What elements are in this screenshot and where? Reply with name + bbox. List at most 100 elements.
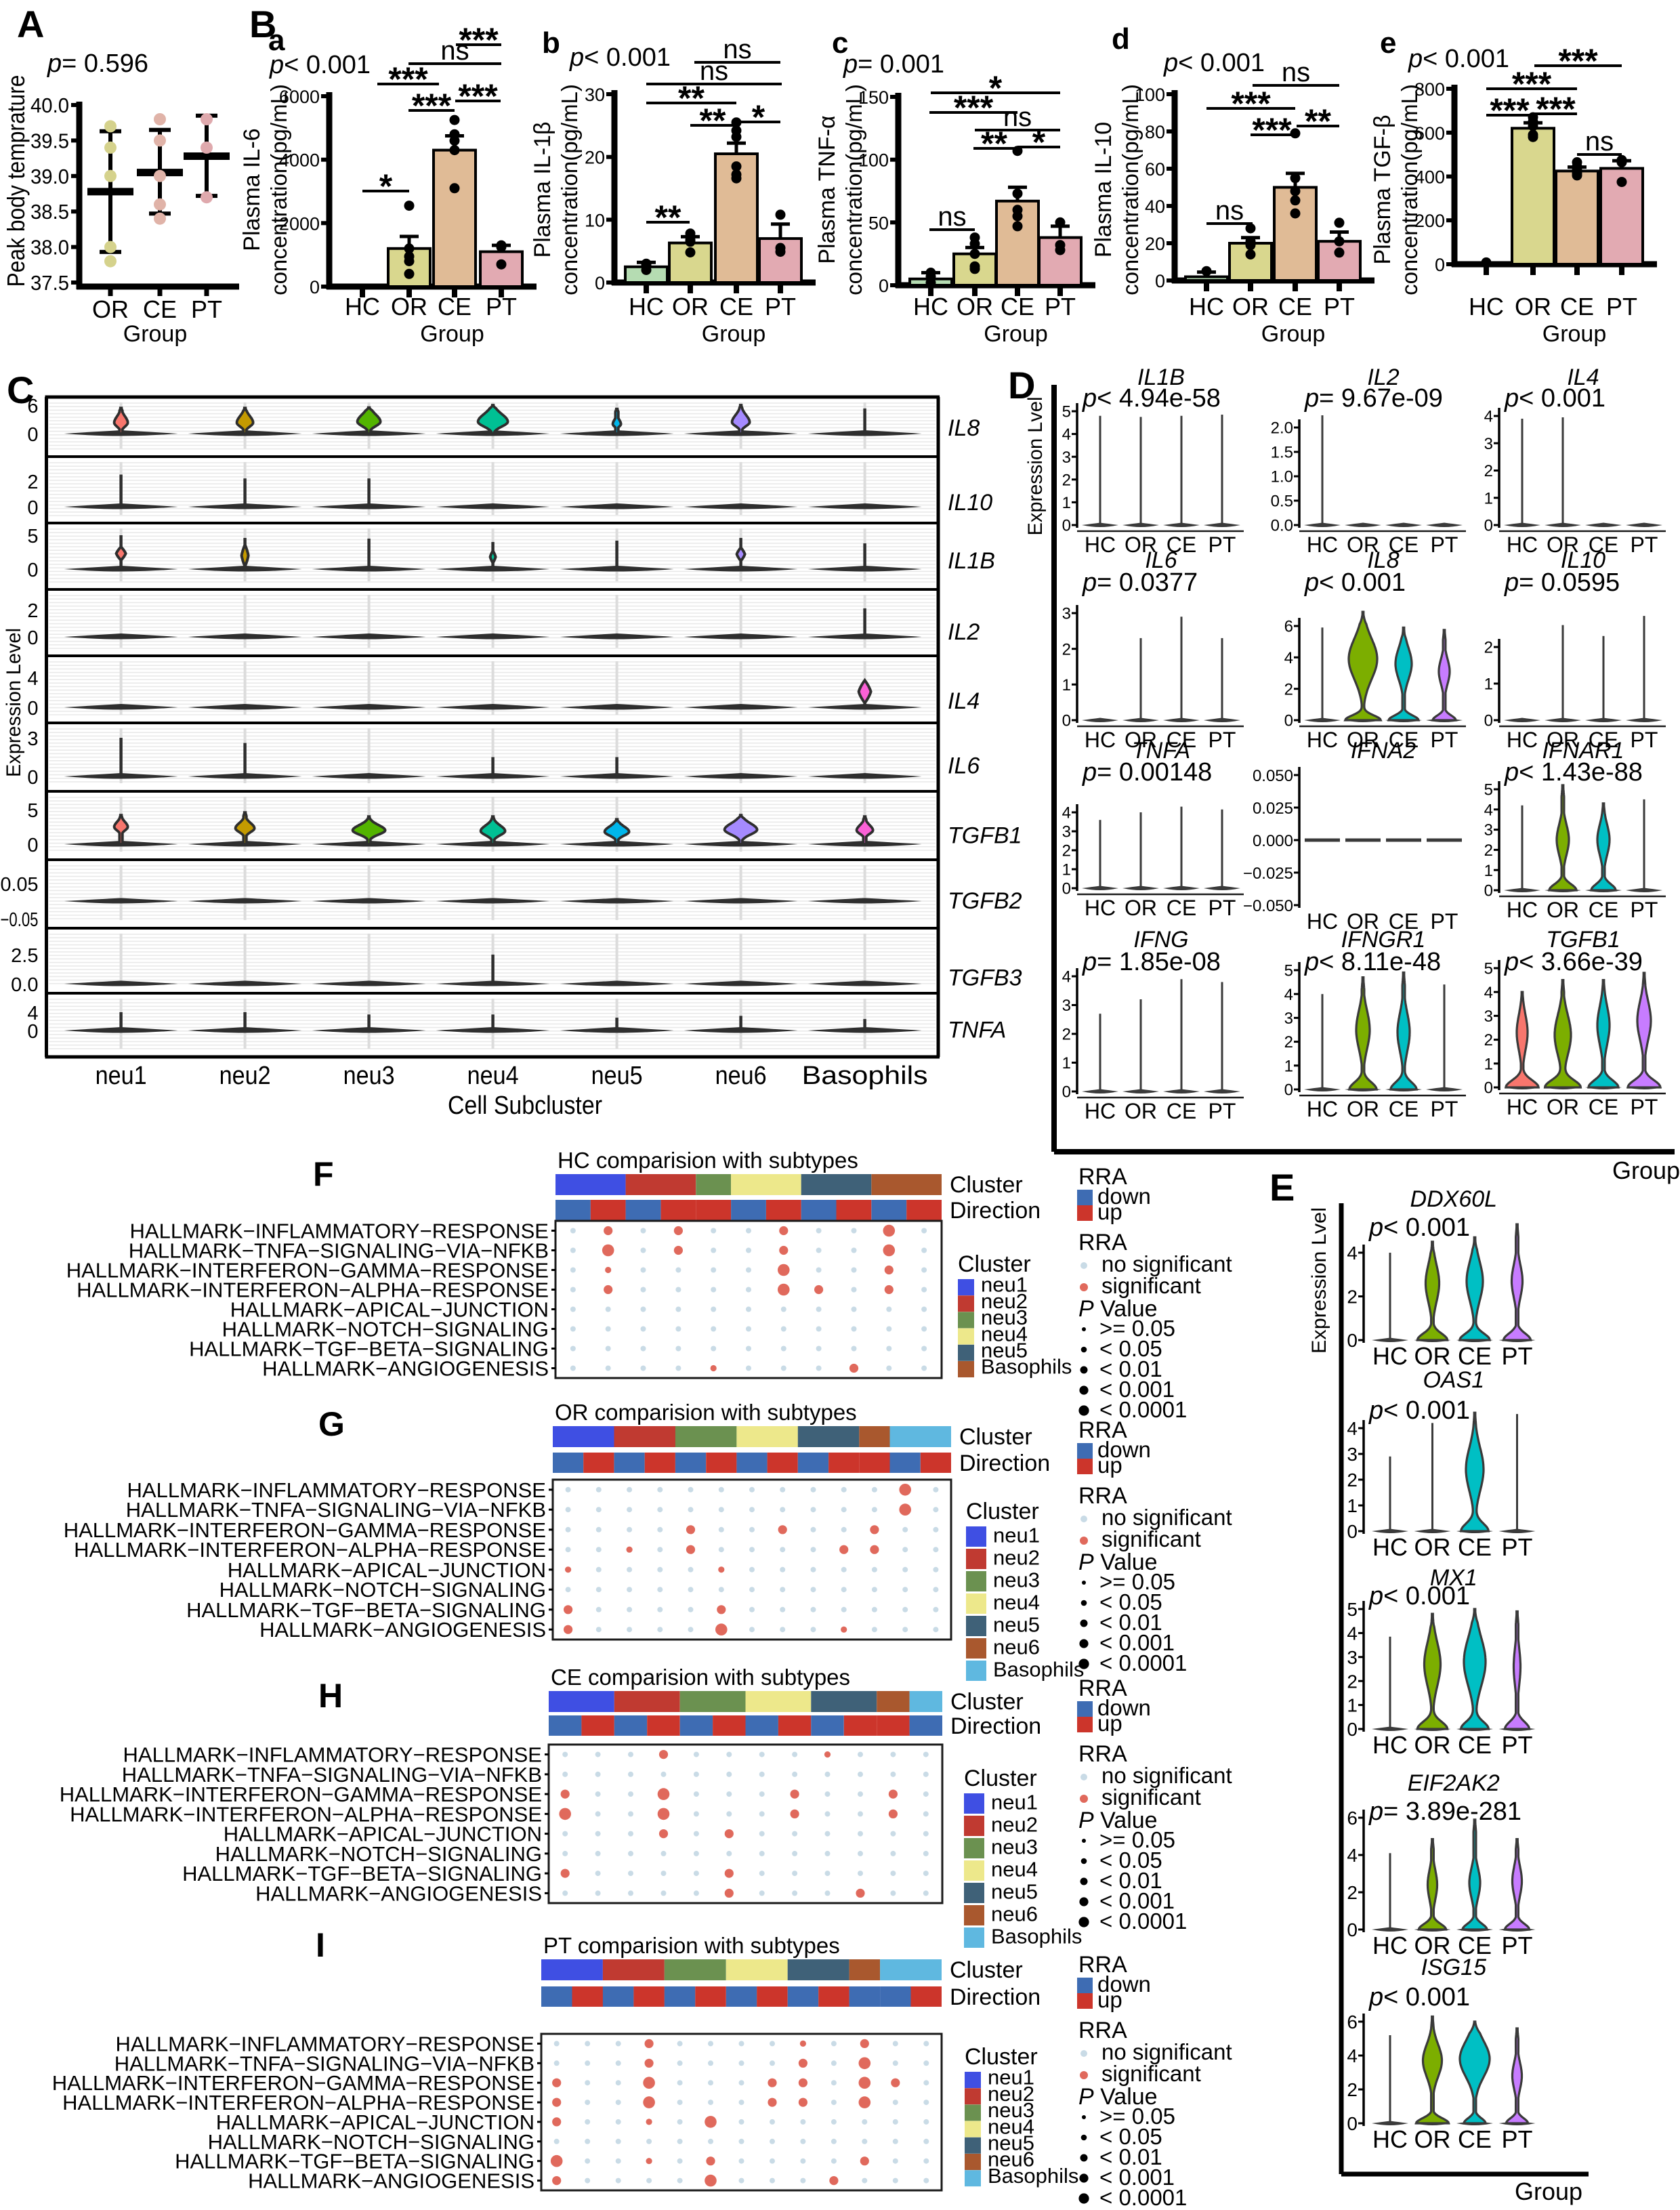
svg-text:0: 0	[27, 1021, 38, 1043]
svg-text:CE: CE	[1589, 898, 1618, 922]
svg-text:Cluster: Cluster	[958, 1251, 1031, 1277]
svg-text:3: 3	[1062, 605, 1071, 623]
svg-text:PT: PT	[1045, 293, 1076, 320]
svg-text:p< 8.11e-48: p< 8.11e-48	[1304, 948, 1441, 976]
svg-text:6: 6	[1284, 618, 1293, 636]
svg-text:2: 2	[1284, 1033, 1293, 1051]
svg-text:PT: PT	[1209, 728, 1236, 752]
svg-text:neu2: neu2	[219, 1062, 271, 1090]
svg-text:0.0: 0.0	[11, 974, 38, 996]
svg-text:ns: ns	[700, 56, 728, 86]
svg-text:IFNAR1: IFNAR1	[1542, 738, 1624, 764]
svg-text:Expression Lvel: Expression Lvel	[1308, 1207, 1330, 1354]
svg-text:ns: ns	[938, 202, 966, 232]
svg-text:4: 4	[1062, 968, 1071, 986]
svg-text:HC: HC	[1507, 728, 1538, 752]
svg-text:2: 2	[27, 472, 38, 493]
svg-text:HALLMARK−INFLAMMATORY−RESPONSE: HALLMARK−INFLAMMATORY−RESPONSE	[123, 1743, 542, 1767]
svg-text:2: 2	[1347, 1671, 1358, 1692]
svg-text:2: 2	[1062, 842, 1071, 860]
svg-text:2: 2	[1347, 1287, 1358, 1308]
svg-text:Group: Group	[1612, 1156, 1680, 1184]
svg-text:HC: HC	[1085, 896, 1116, 920]
svg-text:0: 0	[1484, 882, 1493, 900]
svg-text:PT: PT	[191, 295, 222, 323]
svg-text:Group: Group	[984, 321, 1048, 347]
svg-text:p= 0.0595: p= 0.0595	[1504, 568, 1620, 597]
svg-text:OR: OR	[1414, 1342, 1451, 1370]
svg-text:RRA: RRA	[1078, 1675, 1127, 1701]
svg-text:p< 0.001: p< 0.001	[1163, 49, 1265, 77]
svg-text:2: 2	[1062, 471, 1071, 489]
svg-text:**: **	[981, 125, 1007, 163]
svg-text:OR: OR	[1414, 1932, 1451, 1959]
svg-text:4: 4	[1347, 1623, 1358, 1644]
svg-text:0: 0	[1484, 1079, 1493, 1098]
svg-text:TGFB1: TGFB1	[1546, 927, 1620, 953]
svg-text:significant: significant	[1101, 1785, 1201, 1810]
svg-text:40: 40	[1145, 196, 1165, 217]
svg-text:no significant: no significant	[1101, 1505, 1232, 1530]
svg-text:CE: CE	[1389, 728, 1419, 752]
svg-text:HALLMARK−TGF−BETA−SIGNALING: HALLMARK−TGF−BETA−SIGNALING	[189, 1337, 549, 1361]
svg-text:PT: PT	[1209, 896, 1236, 920]
svg-text:IL6: IL6	[1145, 547, 1177, 573]
svg-text:IL2: IL2	[948, 619, 980, 645]
svg-text:HC: HC	[629, 293, 664, 320]
svg-text:400: 400	[1414, 167, 1445, 188]
svg-text:HALLMARK−NOTCH−SIGNALING: HALLMARK−NOTCH−SIGNALING	[215, 1842, 542, 1866]
svg-text:significant: significant	[1101, 1526, 1201, 1551]
svg-text:Cluster: Cluster	[950, 1172, 1023, 1198]
svg-text:1: 1	[1062, 676, 1071, 694]
svg-text:0: 0	[1155, 271, 1165, 291]
svg-text:0: 0	[879, 276, 889, 296]
svg-text:Cell Subcluster: Cell Subcluster	[448, 1091, 602, 1120]
svg-text:PT: PT	[1631, 728, 1658, 752]
svg-text:Group: Group	[1515, 2177, 1582, 2205]
svg-text:3: 3	[1484, 821, 1493, 839]
svg-text:OAS1: OAS1	[1423, 1367, 1484, 1393]
svg-text:ns: ns	[440, 36, 469, 66]
svg-text:HALLMARK−TNFA−SIGNALING−VIA−NF: HALLMARK−TNFA−SIGNALING−VIA−NFKB	[126, 1498, 546, 1522]
svg-text:4: 4	[1484, 408, 1493, 426]
svg-text:2: 2	[27, 600, 38, 622]
svg-text:4: 4	[1284, 649, 1293, 667]
svg-text:Basophils: Basophils	[981, 1355, 1072, 1379]
svg-text:PT: PT	[1631, 1095, 1658, 1119]
svg-text:neu2: neu2	[988, 2082, 1034, 2106]
svg-text:HALLMARK−NOTCH−SIGNALING: HALLMARK−NOTCH−SIGNALING	[222, 1318, 549, 1341]
svg-text:0: 0	[1284, 1081, 1293, 1100]
svg-text:CE comparision with subtypes: CE comparision with subtypes	[551, 1665, 850, 1690]
svg-text:p< 0.001: p< 0.001	[1368, 1213, 1470, 1242]
svg-text:neu1: neu1	[981, 1273, 1028, 1297]
svg-text:Direction: Direction	[950, 1198, 1041, 1224]
svg-text:p= 0.00148: p= 0.00148	[1082, 758, 1212, 787]
svg-text:neu6: neu6	[715, 1062, 767, 1090]
svg-text:down: down	[1097, 1972, 1151, 1997]
svg-text:neu2: neu2	[981, 1289, 1028, 1313]
svg-text:MX1: MX1	[1430, 1565, 1477, 1591]
svg-text:−0.05: −0.05	[1, 909, 39, 931]
svg-text:p< 4.94e-58: p< 4.94e-58	[1082, 384, 1221, 413]
svg-text:PT: PT	[1501, 1932, 1532, 1959]
svg-text:6000: 6000	[279, 87, 320, 107]
svg-text:I: I	[316, 1926, 325, 1964]
svg-text:RRA: RRA	[1078, 1741, 1127, 1767]
svg-text:HC: HC	[1189, 293, 1224, 320]
svg-text:HC: HC	[1469, 293, 1504, 320]
svg-text:CE: CE	[1560, 293, 1594, 320]
svg-text:30: 30	[585, 85, 605, 105]
svg-text:3: 3	[1062, 449, 1071, 467]
svg-text:PT: PT	[1631, 533, 1658, 557]
svg-text:4: 4	[1347, 2045, 1358, 2066]
svg-text:0: 0	[1284, 712, 1293, 730]
svg-text:HC: HC	[1085, 533, 1116, 557]
svg-text:0: 0	[1062, 517, 1071, 535]
svg-text:>= 0.05: >= 0.05	[1099, 1569, 1175, 1594]
svg-text:neu5: neu5	[981, 1339, 1028, 1362]
svg-text:5: 5	[1062, 403, 1071, 421]
svg-text:OR: OR	[957, 293, 993, 320]
svg-text:RRA: RRA	[1078, 1164, 1127, 1190]
svg-text:HALLMARK−INFLAMMATORY−RESPONSE: HALLMARK−INFLAMMATORY−RESPONSE	[130, 1219, 549, 1243]
svg-text:3: 3	[1484, 1007, 1493, 1026]
